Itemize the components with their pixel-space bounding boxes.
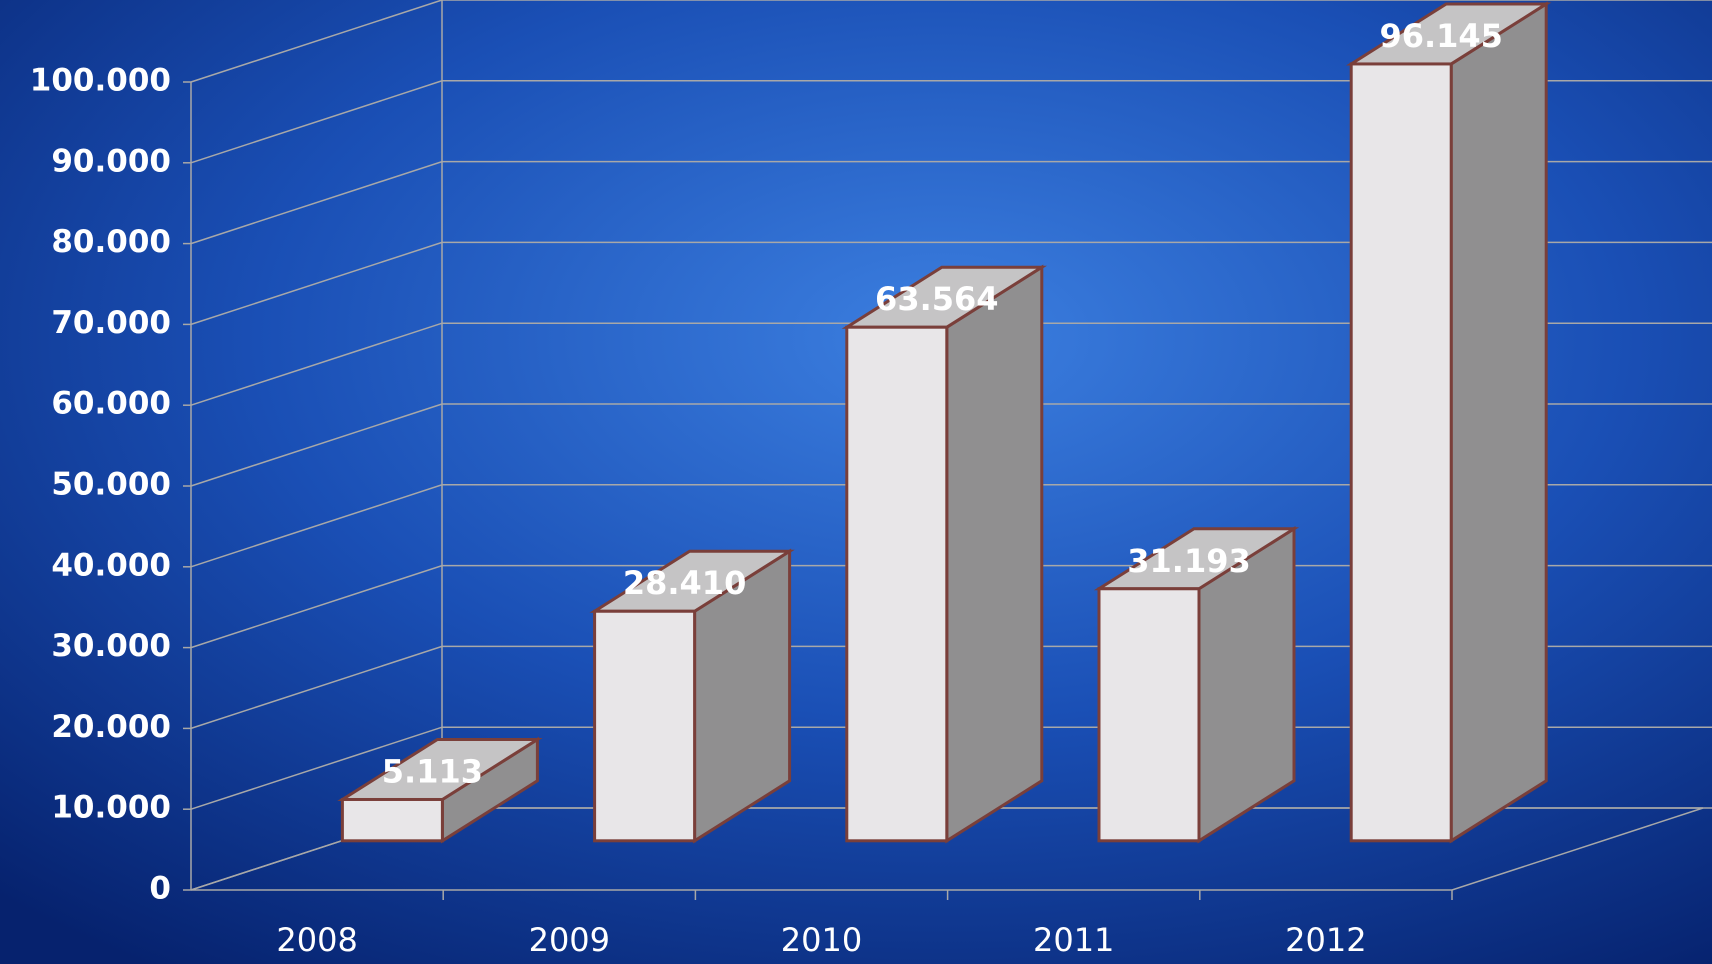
plot: 0 10.000 20.000 30.000 40.000 50.000 60.000 70.… [30, 0, 1712, 959]
bar [1093, 526, 1300, 844]
bar-front [1349, 62, 1453, 843]
grid-line [190, 403, 1712, 487]
bar [337, 736, 543, 844]
x-tick-label: 2011 [1033, 921, 1114, 959]
y-tick-label: 50.000 [51, 467, 171, 503]
x-tick-label: 2008 [276, 921, 357, 959]
y-tick-label: 40.000 [51, 547, 171, 583]
y-tick-label: 10.000 [51, 790, 171, 826]
bar-front [340, 797, 444, 843]
y-tick-label: 100.000 [30, 63, 171, 99]
y-tick-label: 30.000 [51, 628, 171, 664]
x-tick-label: 2009 [529, 921, 610, 959]
bar-front [593, 609, 697, 843]
bar-side [1449, 1, 1548, 844]
y-tick-label: 20.000 [51, 709, 171, 745]
grid-line [190, 160, 1712, 245]
bar-front [845, 325, 949, 843]
y-tick-label: 70.000 [51, 305, 171, 341]
y-tick-label: 0 [149, 871, 171, 907]
grid-line [190, 241, 1712, 326]
value-label: 28.410 [623, 564, 746, 602]
grid-line [190, 322, 1712, 406]
value-label: 5.113 [382, 752, 483, 790]
value-label: 96.145 [1379, 17, 1502, 55]
value-label: 31.193 [1127, 542, 1250, 580]
bar [1346, 1, 1552, 844]
y-tick-label: 60.000 [51, 386, 171, 422]
y-tick-label: 90.000 [51, 143, 171, 179]
bar [841, 264, 1047, 844]
bar-side [945, 264, 1044, 844]
grid-line [190, 484, 1712, 568]
value-label: 63.564 [875, 280, 998, 318]
bar-front [1097, 587, 1201, 843]
bar [589, 548, 795, 844]
y-tick-label: 80.000 [51, 224, 171, 260]
grid-line [190, 80, 1712, 164]
x-tick-label: 2012 [1285, 921, 1366, 959]
grid-line [190, 0, 1712, 83]
x-tick-label: 2010 [781, 921, 862, 959]
